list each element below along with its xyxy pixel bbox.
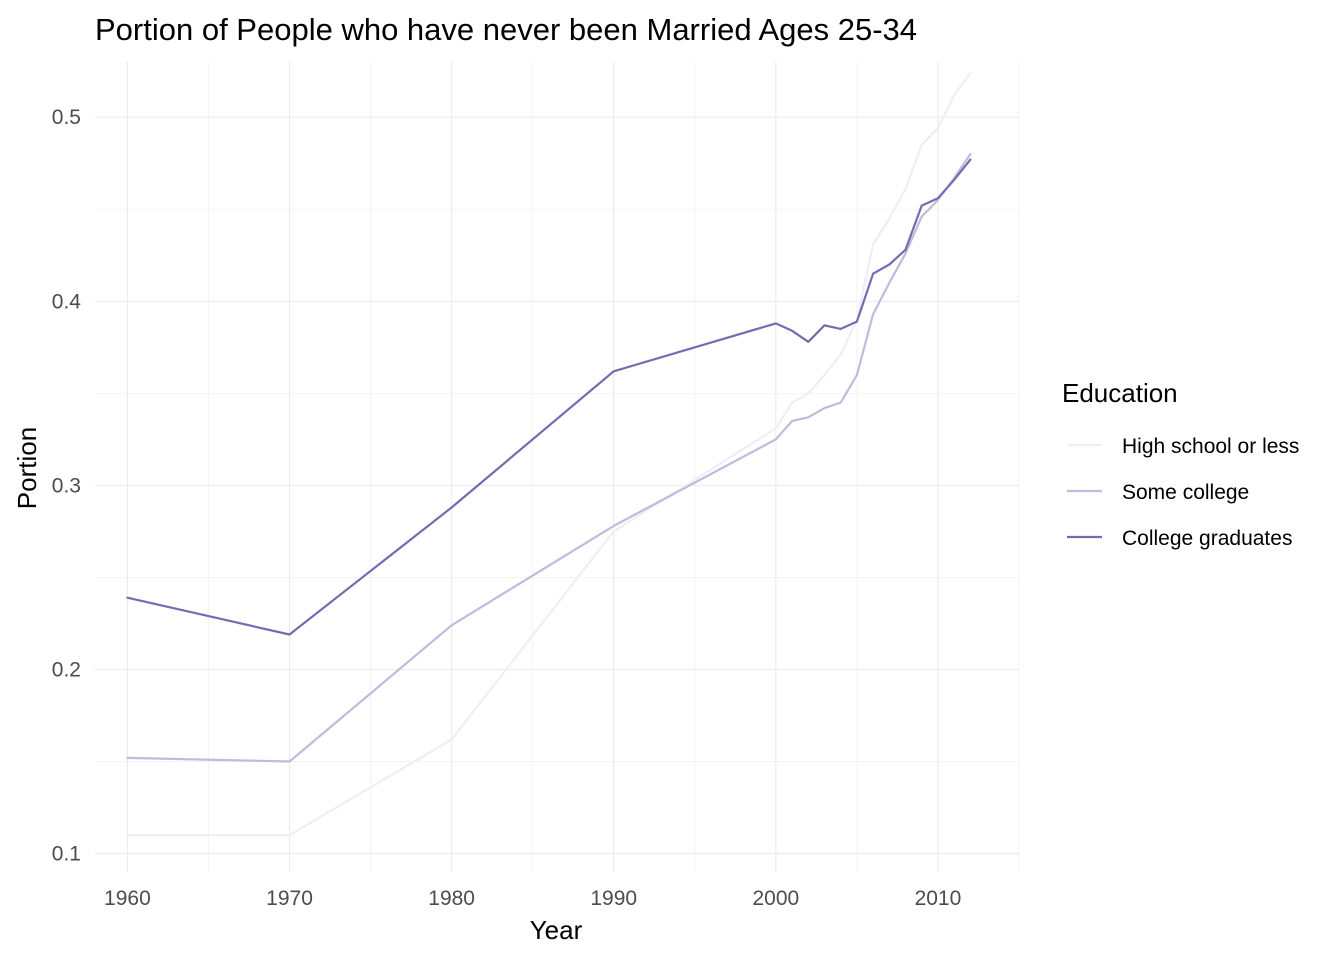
y-tick-label: 0.2 xyxy=(52,659,81,682)
y-axis-title: Portion xyxy=(12,427,42,509)
x-tick-label: 1980 xyxy=(428,887,475,910)
y-axis-ticks: 0.1 0.2 0.3 0.4 0.5 xyxy=(52,106,82,865)
minor-gridlines xyxy=(95,62,1020,872)
y-tick-label: 0.5 xyxy=(52,106,81,129)
legend-label: High school or less xyxy=(1122,435,1299,458)
series-lines xyxy=(126,71,972,837)
series-line-high-school-or-less xyxy=(126,71,972,837)
x-axis-ticks: 1960 1970 1980 1990 2000 2010 xyxy=(104,887,961,910)
chart-title: Portion of People who have never been Ma… xyxy=(95,12,917,47)
series-line-college-graduates xyxy=(126,158,972,636)
series-line-some-college xyxy=(126,152,972,763)
y-tick-label: 0.1 xyxy=(52,843,81,866)
legend-label: Some college xyxy=(1122,481,1249,504)
y-tick-label: 0.4 xyxy=(52,290,82,313)
x-tick-label: 1960 xyxy=(104,887,151,910)
major-gridlines xyxy=(95,62,1019,872)
x-tick-label: 1970 xyxy=(266,887,313,910)
legend: Education High school or less Some colleg… xyxy=(1062,378,1299,550)
y-tick-label: 0.3 xyxy=(52,474,81,497)
x-tick-label: 1990 xyxy=(590,887,637,910)
legend-title: Education xyxy=(1062,378,1178,408)
x-tick-label: 2010 xyxy=(915,887,962,910)
x-tick-label: 2000 xyxy=(752,887,799,910)
x-axis-title: Year xyxy=(530,915,583,945)
legend-label: College graduates xyxy=(1122,527,1292,550)
